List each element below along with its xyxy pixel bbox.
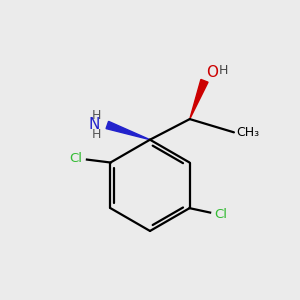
Text: N: N [88,118,100,133]
Text: H: H [92,128,101,141]
Text: Cl: Cl [214,208,228,220]
Text: O: O [206,65,218,80]
Text: H: H [92,109,101,122]
Polygon shape [190,80,208,119]
Text: CH₃: CH₃ [236,126,260,139]
Text: Cl: Cl [70,152,83,165]
Text: H: H [219,64,228,77]
Polygon shape [106,122,150,140]
